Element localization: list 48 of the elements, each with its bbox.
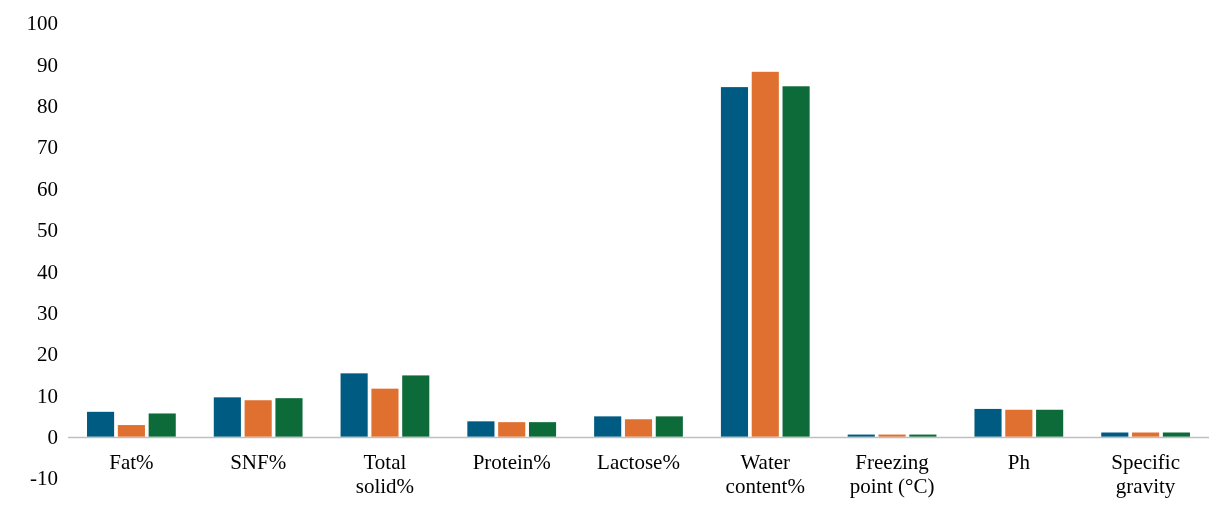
bar [1101,432,1129,437]
y-tick-label: 70 [37,135,58,160]
x-tick-label: Fat% [109,449,154,474]
bar [847,434,875,437]
y-tick-label: -10 [30,466,58,491]
y-tick-label: 0 [47,424,58,449]
y-tick-label: 10 [37,383,58,408]
y-tick-label: 60 [37,176,58,201]
y-tick-label: 90 [37,52,58,77]
bar [1132,432,1160,437]
bar [1162,432,1190,437]
bar [1005,409,1033,437]
bar [340,373,368,437]
bar [528,422,557,437]
bar [498,422,526,437]
bar [974,408,1002,437]
x-tick-label: Protein% [472,449,551,474]
bar [402,375,430,437]
bar [117,425,145,437]
bar [275,398,303,437]
bar [909,434,937,437]
x-tick-label: SNF% [230,449,287,474]
bar [371,388,399,437]
bar [1036,409,1064,437]
x-tick-label: Ph [1007,449,1031,474]
bar [878,434,906,437]
y-tick-label: 100 [26,11,58,36]
bar [213,397,241,437]
bar [467,421,495,437]
bar [720,87,749,437]
y-tick-label: 20 [37,342,58,367]
y-tick-label: 30 [37,300,58,325]
y-tick-label: 50 [37,218,58,243]
bar [624,419,653,437]
bar [782,86,810,437]
x-tick-label: Specific gravity [1111,449,1181,498]
bar [87,411,115,437]
y-tick-label: 40 [37,259,58,284]
x-tick-label: Water content% [725,449,805,498]
x-tick-label: Total solid% [355,449,415,498]
bar [655,416,683,437]
x-tick-label: Lactose% [597,449,680,474]
bar [244,400,272,437]
bar [594,416,622,437]
bar [751,71,779,437]
bar [148,413,176,437]
x-tick-label: Freezing point (°C) [849,449,935,498]
y-tick-label: 80 [37,94,58,119]
